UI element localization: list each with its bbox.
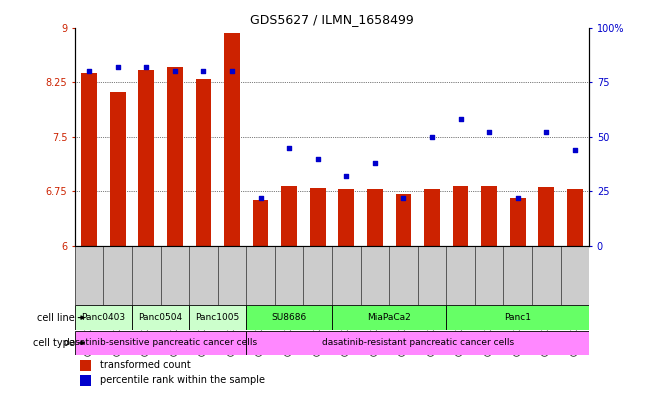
Text: Panc0403: Panc0403: [81, 313, 126, 322]
Bar: [481, 186, 497, 246]
Point: [141, 64, 152, 70]
Point: [370, 160, 380, 166]
Bar: [110, 92, 126, 246]
Point: [570, 147, 580, 153]
Bar: [447, 305, 589, 330]
Bar: [452, 185, 469, 246]
Bar: [310, 188, 326, 246]
Bar: [167, 67, 183, 246]
Bar: [75, 305, 132, 330]
Text: percentile rank within the sample: percentile rank within the sample: [100, 375, 264, 385]
Point: [170, 68, 180, 74]
Point: [312, 156, 323, 162]
Bar: [339, 189, 354, 246]
Point: [541, 129, 551, 136]
Point: [255, 195, 266, 201]
Bar: [75, 331, 246, 355]
Text: cell type: cell type: [33, 338, 75, 348]
Bar: [224, 33, 240, 246]
Text: Panc1005: Panc1005: [195, 313, 240, 322]
Bar: [80, 360, 91, 371]
Bar: [538, 187, 554, 246]
Point: [398, 195, 409, 201]
Text: dasatinib-resistant pancreatic cancer cells: dasatinib-resistant pancreatic cancer ce…: [322, 338, 514, 347]
Bar: [139, 70, 154, 246]
Bar: [132, 305, 189, 330]
Text: cell line: cell line: [37, 312, 75, 323]
Bar: [246, 305, 332, 330]
Point: [284, 145, 294, 151]
Point: [456, 116, 466, 123]
Point: [227, 68, 237, 74]
Point: [512, 195, 523, 201]
Bar: [367, 189, 383, 246]
Bar: [253, 200, 268, 246]
Point: [84, 68, 94, 74]
Bar: [246, 331, 589, 355]
Bar: [567, 189, 583, 246]
Bar: [510, 198, 525, 246]
Bar: [396, 194, 411, 246]
Point: [484, 129, 494, 136]
Point: [341, 173, 352, 179]
Bar: [81, 73, 97, 246]
Text: transformed count: transformed count: [100, 360, 190, 370]
Text: dasatinib-sensitive pancreatic cancer cells: dasatinib-sensitive pancreatic cancer ce…: [64, 338, 257, 347]
Bar: [424, 189, 440, 246]
Bar: [189, 305, 246, 330]
Bar: [195, 79, 212, 246]
Title: GDS5627 / ILMN_1658499: GDS5627 / ILMN_1658499: [250, 13, 414, 26]
Bar: [281, 186, 297, 246]
Bar: [332, 305, 447, 330]
Point: [427, 134, 437, 140]
Text: SU8686: SU8686: [271, 313, 307, 322]
Text: Panc0504: Panc0504: [139, 313, 183, 322]
Text: MiaPaCa2: MiaPaCa2: [367, 313, 411, 322]
Text: Panc1: Panc1: [505, 313, 531, 322]
Point: [113, 64, 123, 70]
Point: [198, 68, 208, 74]
Bar: [80, 375, 91, 386]
